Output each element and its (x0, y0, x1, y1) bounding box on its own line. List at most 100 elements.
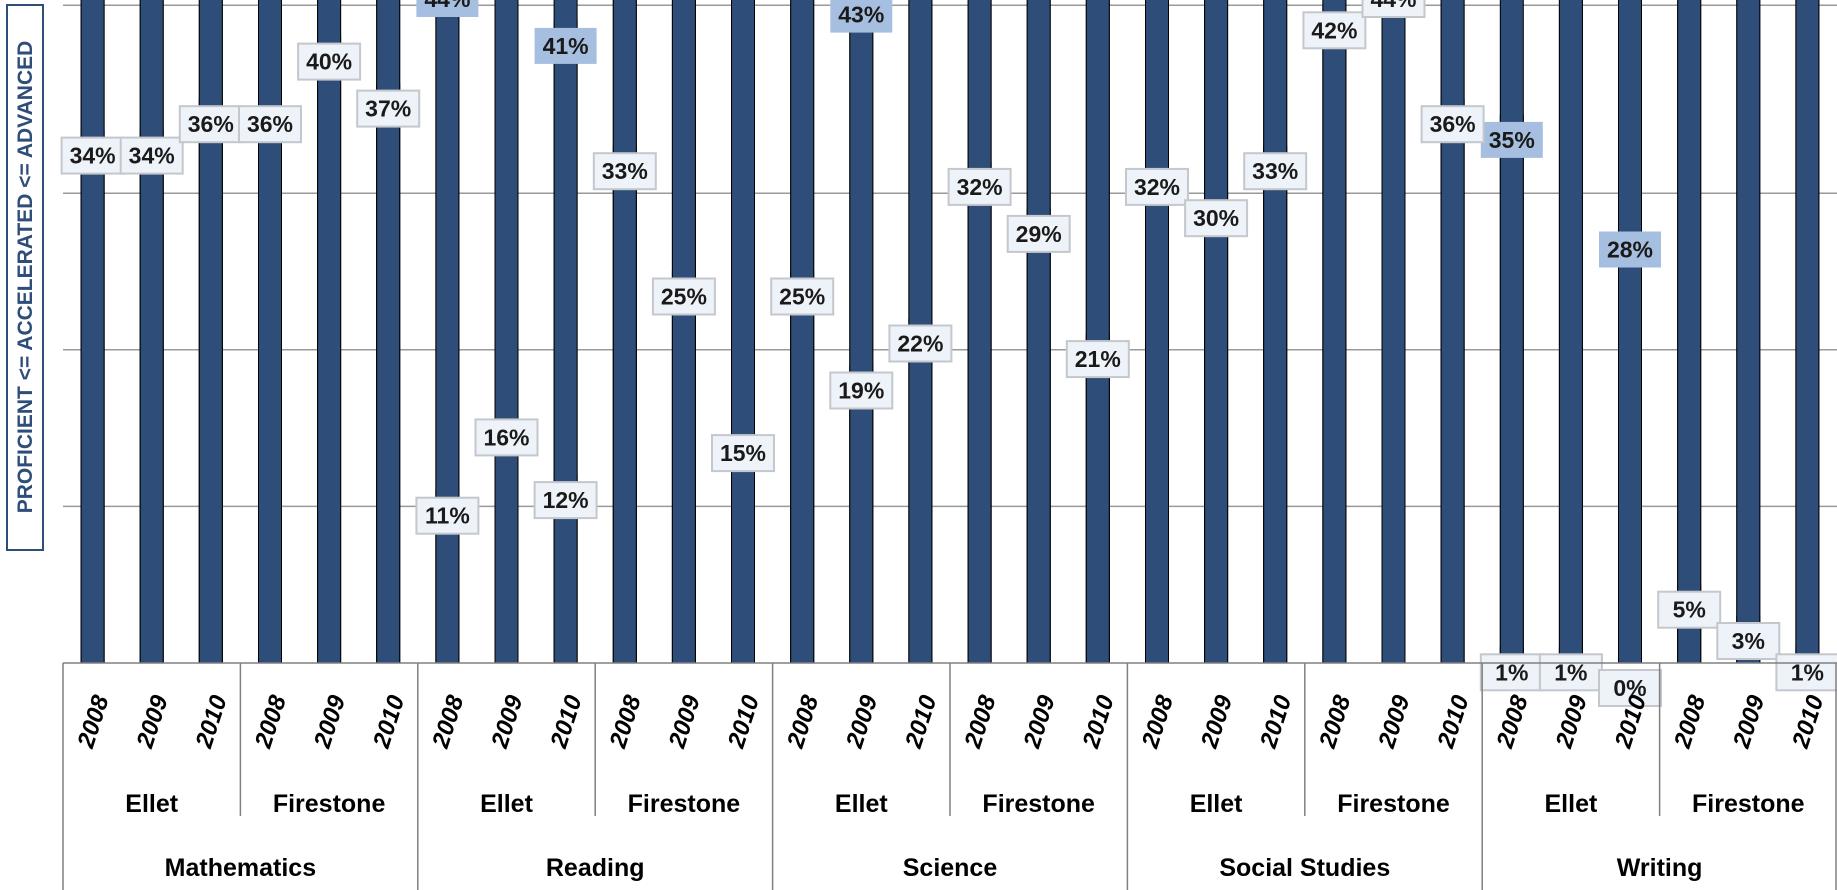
x-tick-year: 2009 (1373, 692, 1416, 753)
bar-proficient (671, 0, 696, 664)
bar-proficient (1263, 0, 1288, 664)
data-label-box (415, 496, 480, 535)
data-label-advanced: 12% (533, 481, 598, 520)
data-label-advanced: 37% (356, 89, 421, 128)
data-label-text: 36% (188, 111, 234, 137)
bar-proficient (1145, 0, 1169, 664)
bar-proficient (80, 0, 105, 664)
x-tick-subject: Social Studies (1219, 854, 1390, 882)
data-label-advanced: 30% (1184, 199, 1249, 238)
data-label-box (1006, 214, 1071, 253)
bar-proficient (258, 0, 282, 664)
x-tick-year: 2010 (1077, 692, 1120, 753)
data-label-text: 3% (1732, 628, 1765, 654)
x-tick-school: Ellet (125, 790, 178, 818)
bar-proficient (435, 0, 460, 664)
bar-proficient (1677, 0, 1702, 664)
x-tick-year: 2008 (72, 692, 115, 753)
data-label-text: 22% (897, 331, 943, 357)
data-label-advanced: 36% (238, 105, 302, 144)
x-tick-year: 2008 (427, 692, 470, 753)
bar-proficient (1558, 0, 1583, 664)
x-tick-year: 2008 (1136, 692, 1179, 753)
bar-proficient (1204, 0, 1229, 664)
x-tick-year: 2009 (663, 692, 706, 753)
x-tick-year: 2010 (1432, 692, 1475, 753)
data-label-box (1361, 0, 1426, 18)
x-tick-school: Firestone (982, 790, 1095, 818)
data-label-text: 15% (720, 440, 766, 466)
x-tick-year: 2008 (604, 692, 647, 753)
data-label-box (60, 136, 125, 175)
bar-proficient (849, 0, 874, 664)
bar-proficient (790, 0, 815, 664)
data-label-text: 11% (425, 503, 470, 529)
data-label-box (533, 481, 598, 520)
x-tick-year: 2009 (1196, 692, 1239, 753)
data-label-box (1125, 167, 1189, 206)
data-label-text: 44% (424, 0, 470, 12)
x-tick-year: 2008 (249, 692, 292, 753)
data-label-advanced: 32% (947, 167, 1012, 206)
data-label-box (416, 0, 479, 17)
bar-proficient (198, 0, 223, 664)
bar-proficient (1736, 0, 1761, 664)
data-label-text: 41% (543, 33, 589, 59)
data-label-text: 32% (957, 174, 1003, 200)
data-label-advanced: 11% (415, 496, 480, 535)
data-label-text: 42% (1311, 17, 1357, 43)
data-label-advanced: 16% (474, 418, 539, 457)
data-label-box (1775, 653, 1837, 692)
x-tick-year: 2009 (1550, 692, 1593, 753)
data-label-text: 29% (1016, 221, 1062, 247)
x-tick-year: 2009 (1728, 692, 1771, 753)
x-tick-subject: Mathematics (165, 854, 316, 882)
x-tick-school: Ellet (480, 790, 533, 818)
x-tick-year: 2009 (486, 692, 529, 753)
data-label-advanced: 1% (1538, 653, 1603, 692)
data-label-advanced: 5% (1657, 590, 1722, 629)
data-label-advanced: 36% (178, 105, 243, 144)
data-label-text: 32% (1134, 174, 1180, 200)
data-label-box (770, 277, 835, 316)
data-label-box (1599, 231, 1661, 268)
data-label-advanced: 15% (711, 434, 775, 473)
data-label-text: 21% (1075, 346, 1121, 372)
x-tick-year: 2008 (1491, 692, 1534, 753)
data-label-text: 37% (365, 96, 411, 122)
data-label-advanced: 29% (1006, 214, 1071, 253)
bar-proficient (1795, 0, 1820, 664)
data-label-text: 12% (543, 487, 589, 513)
bar-proficient (967, 0, 992, 664)
data-label-accelerated: 28% (1599, 231, 1661, 268)
data-label-text: 5% (1673, 597, 1706, 623)
data-label-accelerated: 35% (1480, 121, 1543, 158)
bar-proficient (494, 0, 519, 664)
data-label-advanced: 1% (1775, 653, 1837, 692)
x-tick-year: 2009 (841, 692, 884, 753)
data-label-box (1302, 11, 1367, 50)
data-label-advanced: 36% (1420, 105, 1485, 144)
data-label-box (830, 0, 893, 33)
x-tick-subject: Writing (1617, 854, 1703, 882)
data-label-box (178, 105, 243, 144)
x-tick-school: Firestone (1692, 790, 1805, 818)
data-label-box (829, 371, 894, 410)
data-label-box (1065, 340, 1130, 379)
data-label-advanced: 33% (592, 152, 657, 191)
bar-proficient (1499, 0, 1524, 664)
data-label-box (474, 418, 539, 457)
data-label-box (1480, 121, 1543, 158)
data-label-advanced: 22% (888, 324, 953, 363)
data-label-box (592, 152, 657, 191)
data-label-box (356, 89, 421, 128)
x-tick-year: 2009 (309, 692, 352, 753)
data-label-box (711, 434, 775, 473)
x-tick-subject: Reading (546, 854, 645, 882)
data-label-advanced: 44% (1361, 0, 1426, 18)
x-tick-year: 2010 (1787, 692, 1830, 753)
bar-proficient (553, 0, 578, 664)
data-label-advanced: 42% (1302, 11, 1367, 50)
